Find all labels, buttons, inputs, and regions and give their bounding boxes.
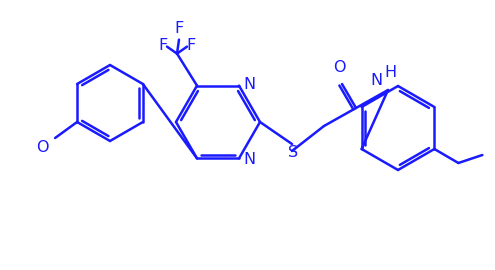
Text: N: N: [243, 152, 255, 167]
Text: S: S: [288, 145, 298, 160]
Text: N: N: [371, 73, 383, 88]
Text: F: F: [187, 38, 196, 53]
Text: O: O: [333, 60, 345, 75]
Text: O: O: [37, 140, 49, 155]
Text: F: F: [174, 21, 184, 36]
Text: N: N: [243, 77, 255, 92]
Text: F: F: [158, 38, 168, 53]
Text: H: H: [384, 65, 396, 80]
